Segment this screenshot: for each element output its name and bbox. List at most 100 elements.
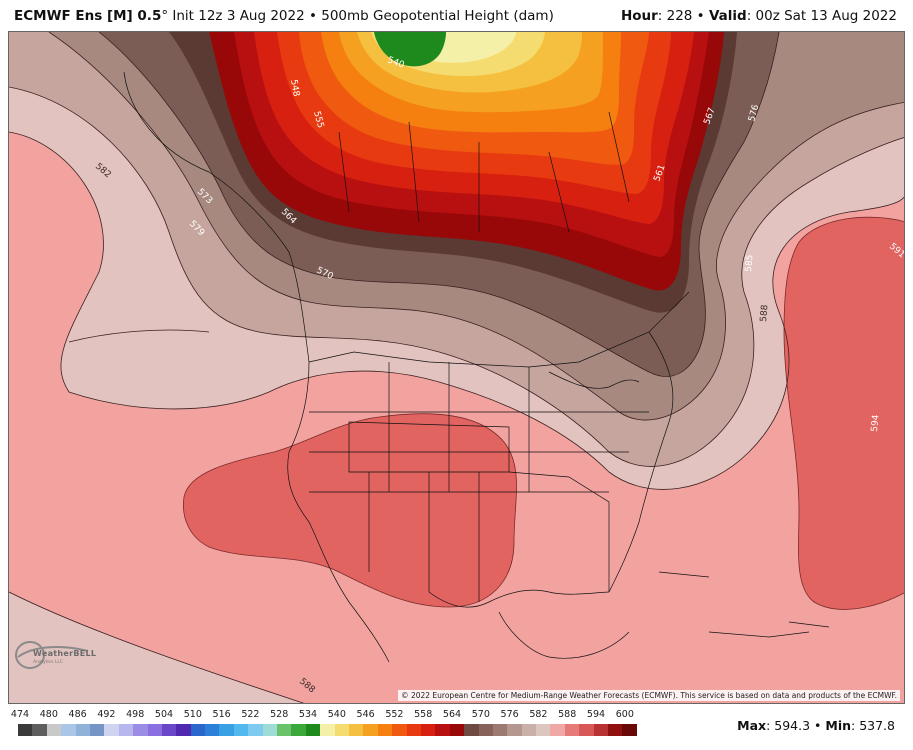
contour-label-555: 555: [311, 110, 325, 129]
low-center-green: [374, 32, 446, 67]
contour-label-588: 588: [759, 304, 770, 322]
colorbar-swatch: [392, 724, 407, 736]
colorbar-label: 498: [126, 709, 145, 720]
chart-title: ECMWF Ens [M] 0.5° Init 12z 3 Aug 2022 •…: [14, 8, 554, 24]
colorbar-label: 582: [529, 709, 548, 720]
colorbar-swatch: [205, 724, 220, 736]
model-name: ECMWF Ens [M] 0.5: [14, 8, 162, 24]
logo-text: WeatherBELL: [33, 649, 97, 658]
max-value: : 594.3: [766, 718, 811, 733]
min-label: Min: [825, 718, 852, 733]
colorbar-swatch: [536, 724, 551, 736]
colorbar-swatch: [579, 724, 594, 736]
colorbar-swatch: [32, 724, 47, 736]
colorbar-swatch: [622, 724, 637, 736]
colorbar-swatch: [233, 724, 249, 736]
degree-sign: °: [161, 8, 169, 24]
colorbar-label: 540: [327, 709, 346, 720]
contour-label-548: 548: [288, 79, 301, 98]
min-value: : 537.8: [851, 718, 895, 733]
max-label: Max: [737, 718, 767, 733]
colorbar-swatch: [89, 724, 105, 736]
colorbar-swatch: [507, 724, 522, 736]
init-time: Init 12z 3 Aug 2022: [168, 8, 305, 24]
hour-value: : 228: [657, 8, 693, 24]
colorbar-swatch: [262, 724, 278, 736]
colorbar-swatch: [550, 724, 565, 736]
colorbar-swatch: [564, 724, 580, 736]
band-582-southwest: [9, 592, 303, 703]
max-min-readout: Max: 594.3 • Min: 537.8: [737, 718, 895, 733]
field-name: 500mb Geopotential Height (dam): [321, 8, 554, 24]
weatherbell-logo: WeatherBELL Analytics LLC: [14, 635, 96, 675]
copyright-notice: © 2022 European Centre for Medium-Range …: [398, 690, 900, 701]
colorbar-labels: 474 480 486 492 498 504 510 516 522 528 534 540 546 5…: [11, 709, 658, 721]
colorbar-swatch: [75, 724, 90, 736]
contour-label-585: 585: [744, 254, 755, 272]
colorbar-label: 546: [356, 709, 375, 720]
title-separator: •: [304, 8, 322, 24]
colorbar-swatch: [449, 724, 465, 736]
colorbar-swatch: [18, 724, 33, 736]
colorbar-label: 492: [97, 709, 116, 720]
colorbar-swatch: [478, 724, 493, 736]
colorbar-label: 570: [471, 709, 490, 720]
contour-label-576: 576: [747, 103, 761, 122]
colorbar-label: 486: [68, 709, 87, 720]
contour-lines: [9, 32, 904, 703]
maxmin-separator: •: [810, 718, 826, 733]
colorbar-swatch: [420, 724, 436, 736]
valid-time-info: Hour: 228 • Valid: 00z Sat 13 Aug 2022: [621, 8, 897, 24]
logo-globe-icon: [15, 641, 89, 669]
colorbar-swatch: [61, 724, 76, 736]
colorbar-swatch: [377, 724, 393, 736]
colorbar-label: 534: [298, 709, 318, 720]
colorbar-legend: 474 480 486 492 498 504 510 516 522 528 534 540 546 5…: [11, 709, 658, 745]
colorbar-swatch: [147, 724, 162, 736]
colorbar-label: 528: [270, 709, 289, 720]
valid-separator: •: [692, 8, 709, 24]
colorbar-swatch: [334, 724, 349, 736]
colorbar-label: 588: [558, 709, 577, 720]
colorbar-label: 516: [212, 709, 231, 720]
colorbar-label: 480: [39, 709, 58, 720]
colorbar-swatch: [248, 724, 263, 736]
colorbar-swatch: [348, 724, 364, 736]
colorbar-swatch: [161, 724, 177, 736]
colorbar-label: 522: [241, 709, 260, 720]
colorbar-swatch: [608, 724, 623, 736]
colorbar-swatch: [320, 724, 335, 736]
colorbar-label: 474: [10, 709, 30, 720]
colorbar-label: 552: [385, 709, 404, 720]
colorbar-swatch: [291, 724, 306, 736]
ridge-594-southwest: [183, 413, 517, 608]
colorbar-swatch: [406, 724, 421, 736]
boundary-lines: [123, 71, 830, 663]
colorbar-swatch: [593, 724, 609, 736]
colorbar-swatch: [190, 724, 206, 736]
ridge-594-atlantic: [783, 216, 904, 610]
colorbar-swatch: [219, 724, 234, 736]
colorbar-swatch: [176, 724, 191, 736]
colorbar-swatch: [363, 724, 378, 736]
colorbar-swatches: [18, 724, 637, 736]
colorbar-label: 558: [414, 709, 433, 720]
valid-value: : 00z Sat 13 Aug 2022: [746, 8, 897, 24]
height-contour-map: 540 548 555 567 561 576 582 573 579 570 …: [9, 32, 904, 703]
colorbar-label: 504: [154, 709, 174, 720]
colorbar-label: 576: [500, 709, 519, 720]
colorbar-swatch: [305, 724, 321, 736]
colorbar-swatch: [277, 724, 292, 736]
colorbar-swatch: [46, 724, 62, 736]
colorbar-swatch: [521, 724, 537, 736]
map-panel: 540 548 555 567 561 576 582 573 579 570 …: [8, 31, 905, 704]
colorbar-label: 594: [586, 709, 606, 720]
colorbar-label: 600: [615, 709, 634, 720]
colorbar-swatch: [133, 724, 148, 736]
colorbar-swatch: [464, 724, 479, 736]
header-bar: ECMWF Ens [M] 0.5° Init 12z 3 Aug 2022 •…: [0, 0, 913, 30]
valid-label: Valid: [708, 8, 747, 24]
colorbar-swatch: [435, 724, 450, 736]
colorbar-label: 564: [442, 709, 462, 720]
colorbar-label: 510: [183, 709, 202, 720]
